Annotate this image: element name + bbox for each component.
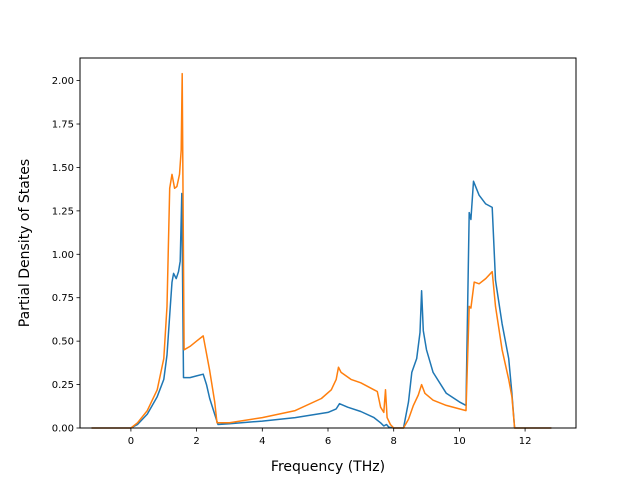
y-tick-label: 0.25 <box>52 380 74 391</box>
y-tick-label: 1.75 <box>52 120 74 131</box>
x-axis-label: Frequency (THz) <box>271 459 385 475</box>
y-tick-label: 1.00 <box>52 250 74 261</box>
y-tick-label: 0.50 <box>52 337 74 348</box>
y-tick-label: 1.50 <box>52 163 74 174</box>
y-tick-label: 0.75 <box>52 293 74 304</box>
x-axis-ticks: 0 2 4 6 8 10 12 <box>128 428 532 447</box>
x-tick-label: 0 <box>128 436 134 447</box>
series-line-1 <box>91 180 552 429</box>
y-tick-label: 2.00 <box>52 76 74 87</box>
y-axis-ticks: 0.00 0.25 0.50 0.75 1.00 1.25 1.50 1.75 2.00 <box>52 76 80 435</box>
x-tick-label: 8 <box>391 436 397 447</box>
x-tick-label: 6 <box>325 436 331 447</box>
x-tick-label: 10 <box>453 436 466 447</box>
x-tick-label: 2 <box>193 436 199 447</box>
series-layer <box>91 72 552 429</box>
y-tick-label: 1.25 <box>52 206 74 217</box>
y-axis-label: Partial Density of States <box>17 159 33 327</box>
series-line-2 <box>91 72 552 429</box>
y-tick-label: 0.00 <box>52 424 74 435</box>
x-tick-label: 12 <box>519 436 532 447</box>
x-tick-label: 4 <box>259 436 265 447</box>
